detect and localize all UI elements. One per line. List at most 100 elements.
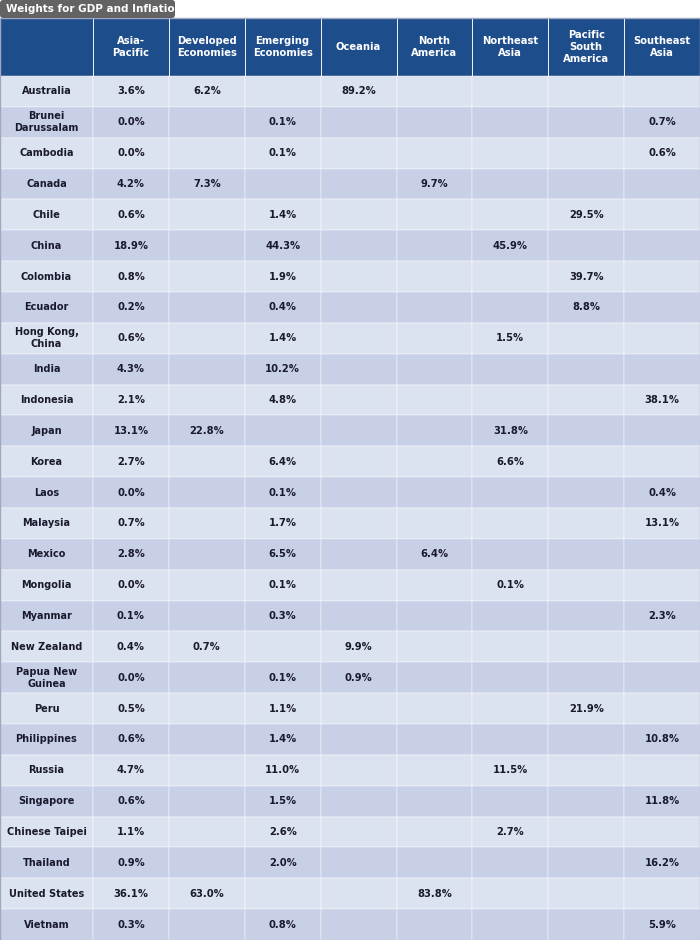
Text: 0.2%: 0.2% [117, 303, 145, 312]
Bar [169, 755, 245, 786]
Text: Asia-
Pacific: Asia- Pacific [113, 37, 149, 57]
Bar [169, 848, 245, 878]
Bar [473, 168, 548, 199]
Text: 0.7%: 0.7% [193, 642, 220, 651]
Text: 11.8%: 11.8% [645, 796, 680, 807]
Bar [396, 384, 473, 415]
Bar [245, 601, 321, 632]
Bar [473, 230, 548, 261]
Bar [245, 199, 321, 230]
Bar [548, 817, 624, 848]
Bar [548, 107, 624, 138]
Bar [169, 138, 245, 168]
Bar [624, 168, 700, 199]
Text: 29.5%: 29.5% [569, 210, 603, 220]
Bar [624, 199, 700, 230]
Text: 21.9%: 21.9% [568, 703, 603, 713]
Bar [245, 446, 321, 478]
Bar [473, 415, 548, 446]
Bar [93, 322, 169, 353]
Bar [624, 292, 700, 322]
Bar [473, 446, 548, 478]
Bar [245, 909, 321, 940]
Bar [624, 817, 700, 848]
Bar [473, 353, 548, 384]
Bar [624, 138, 700, 168]
Bar [321, 570, 396, 601]
Bar [169, 199, 245, 230]
Bar [624, 415, 700, 446]
Bar [93, 724, 169, 755]
Bar [624, 107, 700, 138]
Text: 0.0%: 0.0% [117, 149, 145, 158]
Bar [169, 570, 245, 601]
Bar [396, 570, 473, 601]
Bar [245, 18, 321, 76]
Text: 11.5%: 11.5% [493, 765, 528, 776]
Bar [169, 384, 245, 415]
Bar [548, 18, 624, 76]
Text: Developed
Economies: Developed Economies [177, 37, 237, 57]
Bar [0, 755, 93, 786]
Text: 4.7%: 4.7% [117, 765, 145, 776]
Bar [396, 817, 473, 848]
Bar [624, 601, 700, 632]
Bar [245, 663, 321, 693]
Bar [245, 570, 321, 601]
Text: 2.0%: 2.0% [269, 858, 297, 868]
Bar [93, 755, 169, 786]
Text: 0.0%: 0.0% [117, 488, 145, 497]
Bar [93, 478, 169, 508]
Bar [548, 508, 624, 539]
Bar [548, 168, 624, 199]
Text: 10.2%: 10.2% [265, 364, 300, 374]
Bar [93, 693, 169, 724]
Bar [473, 663, 548, 693]
Bar [0, 138, 93, 168]
Bar [624, 848, 700, 878]
Bar [0, 446, 93, 478]
Text: 1.4%: 1.4% [269, 734, 297, 744]
Text: Brunei
Darussalam: Brunei Darussalam [14, 112, 78, 133]
Bar [548, 76, 624, 107]
Bar [548, 322, 624, 353]
Text: 4.2%: 4.2% [117, 179, 145, 189]
Text: New Zealand: New Zealand [10, 642, 82, 651]
Bar [169, 322, 245, 353]
Bar [321, 478, 396, 508]
Bar [624, 724, 700, 755]
Text: 0.8%: 0.8% [117, 272, 145, 282]
Bar [624, 786, 700, 817]
Bar [624, 570, 700, 601]
FancyBboxPatch shape [0, 0, 175, 18]
Bar [0, 878, 93, 909]
Bar [245, 848, 321, 878]
Bar [0, 168, 93, 199]
Text: 0.1%: 0.1% [269, 149, 297, 158]
Text: 2.7%: 2.7% [496, 827, 524, 837]
Text: 10.8%: 10.8% [645, 734, 680, 744]
Bar [245, 724, 321, 755]
Bar [0, 508, 93, 539]
Text: 6.6%: 6.6% [496, 457, 524, 467]
Bar [548, 230, 624, 261]
Bar [0, 663, 93, 693]
Bar [0, 570, 93, 601]
Text: Japan: Japan [32, 426, 62, 436]
Text: 0.0%: 0.0% [117, 118, 145, 127]
Text: 1.9%: 1.9% [269, 272, 297, 282]
Text: Singapore: Singapore [18, 796, 75, 807]
Bar [548, 415, 624, 446]
Text: Hong Kong,
China: Hong Kong, China [15, 327, 78, 349]
Bar [548, 138, 624, 168]
Bar [245, 168, 321, 199]
Bar [321, 786, 396, 817]
Bar [93, 107, 169, 138]
Text: Oceania: Oceania [336, 42, 382, 52]
Bar [473, 322, 548, 353]
Bar [321, 724, 396, 755]
Bar [548, 539, 624, 570]
Bar [245, 353, 321, 384]
Bar [548, 693, 624, 724]
Bar [624, 663, 700, 693]
